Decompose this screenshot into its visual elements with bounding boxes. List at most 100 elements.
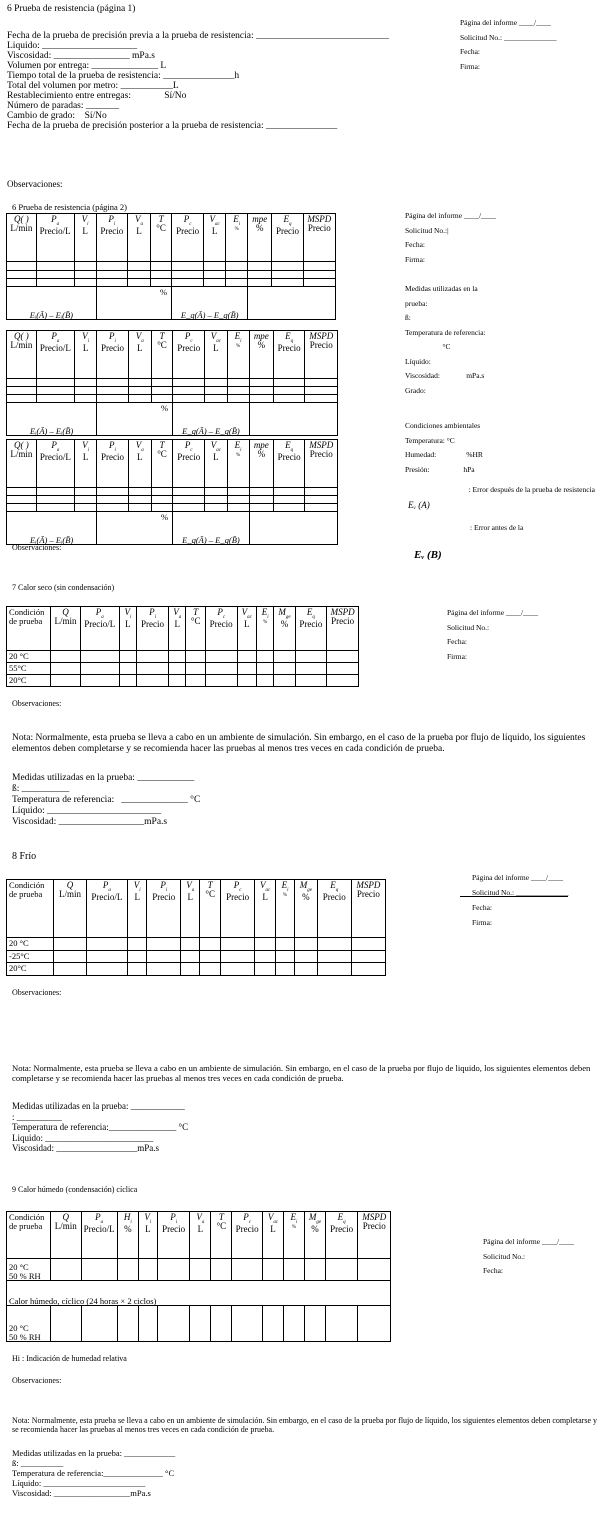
field-temperatura-referencia[interactable]: Temperatura de referencia:______________… bbox=[12, 1468, 175, 1478]
input-cell[interactable] bbox=[302, 261, 337, 271]
input-cell[interactable] bbox=[350, 962, 387, 976]
input-cell[interactable] bbox=[126, 277, 152, 287]
input-cell[interactable] bbox=[53, 937, 87, 951]
input-cell[interactable] bbox=[73, 261, 97, 271]
input-cell[interactable] bbox=[127, 503, 152, 512]
input-cell[interactable] bbox=[85, 949, 129, 964]
input-cell[interactable] bbox=[326, 649, 359, 663]
input-cell[interactable] bbox=[146, 962, 182, 976]
input-cell[interactable] bbox=[116, 1305, 139, 1342]
input-cell[interactable] bbox=[204, 649, 238, 663]
input-cell[interactable] bbox=[73, 378, 98, 387]
input-cell[interactable] bbox=[171, 277, 205, 287]
input-cell[interactable] bbox=[357, 1305, 391, 1342]
field-fecha-posterior[interactable]: Fecha de la prueba de precisión posterio… bbox=[7, 121, 338, 131]
input-cell[interactable] bbox=[167, 649, 187, 663]
input-cell[interactable] bbox=[204, 378, 228, 387]
field-viscosidad[interactable]: Viscosidad: ________________ mPa.s bbox=[7, 51, 155, 61]
input-cell[interactable] bbox=[53, 962, 87, 976]
input-cell[interactable] bbox=[248, 394, 274, 403]
input-cell[interactable] bbox=[282, 1305, 305, 1342]
input-cell[interactable] bbox=[50, 661, 81, 675]
input-cell[interactable] bbox=[204, 487, 228, 496]
input-cell[interactable] bbox=[231, 1258, 263, 1281]
input-cell[interactable] bbox=[248, 495, 274, 504]
input-cell[interactable] bbox=[150, 394, 174, 403]
field-viscosidad[interactable]: Viscosidad: __________________mPa.s bbox=[12, 817, 168, 827]
input-cell[interactable] bbox=[85, 962, 129, 976]
input-cell[interactable] bbox=[150, 495, 174, 504]
input-cell[interactable] bbox=[271, 261, 304, 271]
input-cell[interactable] bbox=[150, 378, 174, 387]
field-liquido[interactable]: Líquido: ________________________ bbox=[12, 806, 162, 816]
input-cell[interactable] bbox=[272, 487, 306, 496]
input-cell[interactable] bbox=[226, 495, 250, 504]
input-cell[interactable] bbox=[127, 937, 148, 951]
field-tiempo-total[interactable]: Tiempo total de la prueba de resistencia… bbox=[7, 71, 240, 81]
input-cell[interactable] bbox=[172, 503, 206, 512]
input-cell[interactable] bbox=[236, 661, 257, 675]
input-cell[interactable] bbox=[80, 1258, 118, 1281]
input-cell[interactable] bbox=[203, 261, 227, 271]
input-cell[interactable] bbox=[35, 378, 75, 387]
input-cell[interactable] bbox=[272, 503, 306, 512]
field-restablecimiento[interactable]: Restablecimiento entre entregas: Sí/No bbox=[7, 91, 187, 101]
input-cell[interactable] bbox=[118, 661, 138, 675]
input-cell[interactable] bbox=[171, 269, 205, 279]
input-cell[interactable] bbox=[220, 962, 256, 976]
input-cell[interactable] bbox=[210, 1305, 233, 1342]
field-cambio-grado[interactable]: Cambio de grado: Sí/No bbox=[7, 111, 107, 121]
input-cell[interactable] bbox=[272, 378, 306, 387]
input-cell[interactable] bbox=[303, 1305, 326, 1342]
input-cell[interactable] bbox=[146, 949, 182, 964]
input-cell[interactable] bbox=[180, 962, 201, 976]
input-cell[interactable] bbox=[127, 394, 152, 403]
input-cell[interactable] bbox=[137, 1305, 158, 1342]
field-liquido[interactable]: Liquido: ________________________ bbox=[12, 1132, 154, 1143]
input-cell[interactable] bbox=[248, 511, 339, 545]
input-cell[interactable] bbox=[204, 394, 228, 403]
input-cell[interactable] bbox=[225, 261, 249, 271]
input-cell[interactable] bbox=[118, 673, 138, 688]
input-cell[interactable] bbox=[304, 495, 338, 504]
input-cell[interactable] bbox=[136, 673, 169, 688]
input-cell[interactable] bbox=[204, 386, 228, 395]
input-cell[interactable] bbox=[35, 503, 75, 512]
input-cell[interactable] bbox=[172, 487, 206, 496]
input-cell[interactable] bbox=[324, 1258, 359, 1281]
input-cell[interactable] bbox=[236, 673, 257, 688]
input-cell[interactable] bbox=[49, 1258, 82, 1281]
input-cell[interactable] bbox=[294, 661, 328, 675]
input-cell[interactable] bbox=[96, 394, 129, 403]
input-cell[interactable] bbox=[127, 962, 148, 976]
input-cell[interactable] bbox=[326, 673, 359, 688]
input-cell[interactable] bbox=[293, 937, 318, 951]
input-cell[interactable] bbox=[150, 503, 174, 512]
input-cell[interactable] bbox=[73, 394, 98, 403]
input-cell[interactable] bbox=[35, 487, 75, 496]
input-cell[interactable] bbox=[273, 661, 296, 675]
input-cell[interactable] bbox=[180, 937, 201, 951]
input-cell[interactable] bbox=[96, 378, 129, 387]
input-cell[interactable] bbox=[272, 386, 306, 395]
input-cell[interactable] bbox=[282, 1258, 305, 1281]
input-cell[interactable] bbox=[150, 487, 174, 496]
input-cell[interactable] bbox=[167, 661, 187, 675]
input-cell[interactable] bbox=[350, 949, 387, 964]
input-cell[interactable] bbox=[146, 937, 182, 951]
input-cell[interactable] bbox=[85, 937, 129, 951]
input-cell[interactable] bbox=[226, 394, 250, 403]
input-cell[interactable] bbox=[127, 378, 152, 387]
input-cell[interactable] bbox=[316, 962, 352, 976]
input-cell[interactable] bbox=[247, 277, 273, 287]
input-cell[interactable] bbox=[126, 269, 152, 279]
input-cell[interactable] bbox=[118, 649, 138, 663]
input-cell[interactable] bbox=[199, 937, 222, 951]
input-cell[interactable] bbox=[6, 394, 37, 403]
input-cell[interactable] bbox=[95, 277, 128, 287]
input-cell[interactable] bbox=[185, 649, 206, 663]
input-cell[interactable] bbox=[137, 1258, 158, 1281]
input-cell[interactable] bbox=[293, 962, 318, 976]
input-cell[interactable] bbox=[136, 649, 169, 663]
input-cell[interactable] bbox=[204, 495, 228, 504]
